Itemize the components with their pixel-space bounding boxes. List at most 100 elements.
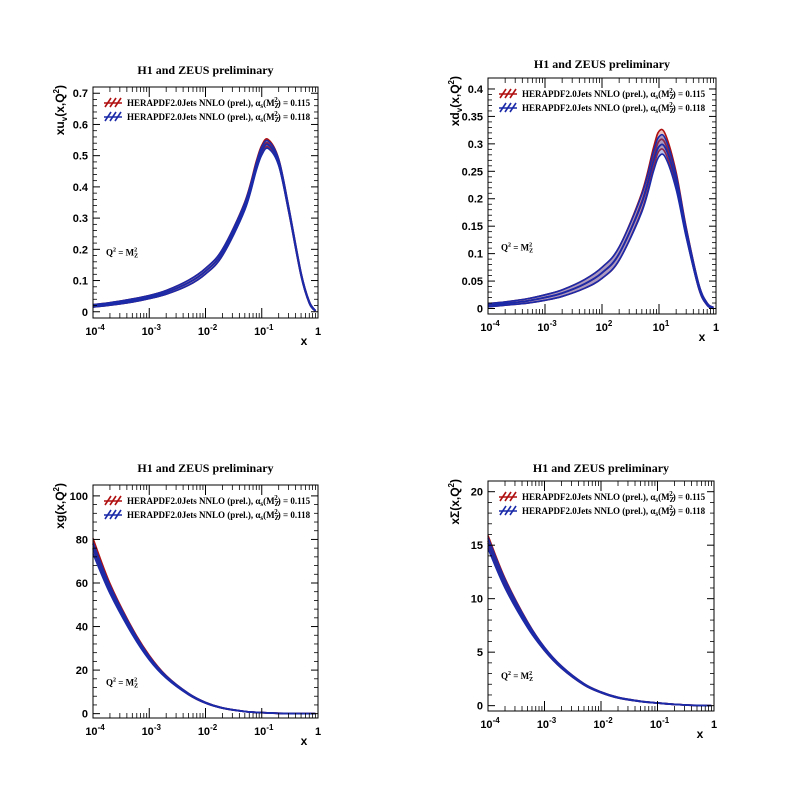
- y-tick-label: 0.3: [468, 139, 483, 151]
- y-tick-label: 0.6: [73, 119, 88, 131]
- legend-entry-0118: HERAPDF2.0Jets NNLO (prel.), αs(MZ2) = 0…: [127, 110, 311, 124]
- error-band-0115: [93, 138, 316, 312]
- y-tick-label: 0.25: [462, 166, 483, 178]
- legend-hatch-icon-0118: [104, 111, 122, 122]
- x-tick-label: 10-4: [85, 723, 105, 738]
- x-axis-label: x: [697, 727, 704, 741]
- y-tick-label: 60: [76, 578, 88, 590]
- y-tick-label: 0: [82, 709, 88, 721]
- band-lower-0115: [487, 545, 712, 707]
- y-axis-label: xg(x,Q2): [52, 483, 67, 529]
- band-lower-0115: [487, 148, 714, 310]
- y-tick-label: 0: [82, 307, 88, 319]
- legend-entry-0115: HERAPDF2.0Jets NNLO (prel.), αs(MZ2) = 0…: [127, 494, 311, 508]
- x-tick-label: 1: [315, 726, 321, 738]
- chart-panel-1: H1 and ZEUS preliminary 0 0.1 0.2 0.3 0.4 0.5 0…: [52, 63, 321, 348]
- chart-title: H1 and ZEUS preliminary: [533, 461, 669, 475]
- series-line-0115: [487, 138, 714, 309]
- band-upper-0115: [487, 128, 714, 309]
- legend-hatch-icon-0118: [104, 509, 122, 520]
- x-tick-label: 10-3: [142, 723, 162, 738]
- legend-entry-0118: HERAPDF2.0Jets NNLO (prel.), αs(MZ2) = 0…: [522, 101, 706, 115]
- band-upper-0115: [92, 138, 317, 312]
- series-line-0118: [487, 143, 714, 309]
- scale-label: Q2 = MZ2: [106, 248, 138, 260]
- band-upper-0118: [92, 139, 317, 312]
- legend-hatch-icon-0115: [104, 97, 122, 108]
- chart-panel-2: H1 and ZEUS preliminary 0 0.05 0.1 0.15 0.2 0.…: [447, 57, 719, 344]
- series-line-0115: [92, 543, 316, 715]
- error-band-0118: [93, 542, 316, 714]
- y-tick-label: 0.15: [462, 221, 483, 233]
- x-tick-label: 10-3: [537, 319, 557, 334]
- scale-label: Q2 = MZ2: [106, 677, 138, 689]
- band-upper-0118: [487, 133, 714, 309]
- y-tick-label: 10: [471, 594, 483, 606]
- legend-entry-0118: HERAPDF2.0Jets NNLO (prel.), αs(MZ2) = 0…: [127, 508, 311, 522]
- y-tick-label: 40: [76, 622, 88, 634]
- y-tick-label: 5: [477, 647, 483, 659]
- x-axis-label: x: [301, 334, 308, 348]
- x-tick-label: 10-1: [254, 323, 274, 338]
- legend-entry-0115: HERAPDF2.0Jets NNLO (prel.), αs(MZ2) = 0…: [522, 87, 706, 101]
- y-tick-label: 80: [76, 534, 88, 546]
- y-tick-label: 0.1: [73, 276, 88, 288]
- y-tick-label: 0: [477, 304, 483, 316]
- y-tick-label: 0.35: [462, 111, 483, 123]
- band-lower-0118: [92, 553, 316, 715]
- x-axis-label: x: [301, 734, 308, 748]
- x-tick-label: 10-3: [537, 716, 557, 731]
- series-line-0118: [92, 547, 316, 715]
- error-band-0115: [488, 129, 714, 309]
- y-tick-label: 0.5: [73, 151, 88, 163]
- legend-entry-0115: HERAPDF2.0Jets NNLO (prel.), αs(MZ2) = 0…: [522, 490, 706, 504]
- x-axis-label: x: [699, 330, 706, 344]
- band-lower-0118: [487, 548, 712, 707]
- series-line-0115: [92, 141, 317, 312]
- series-line-0118: [487, 542, 712, 707]
- x-tick-label: 101: [653, 319, 670, 334]
- band-upper-0118: [92, 542, 316, 715]
- x-tick-label: 10-4: [480, 716, 500, 731]
- band-lower-0118: [487, 153, 714, 310]
- y-tick-label: 0.4: [73, 182, 89, 194]
- error-band-0118: [488, 134, 714, 309]
- series-line-0118: [92, 143, 317, 312]
- scale-label: Q2 = MZ2: [501, 242, 533, 254]
- y-tick-label: 20: [76, 665, 88, 677]
- y-tick-label: 0.05: [462, 276, 483, 288]
- y-tick-label: 20: [471, 487, 483, 499]
- band-lower-0115: [92, 548, 316, 715]
- x-tick-label: 10-4: [480, 319, 500, 334]
- chart-title: H1 and ZEUS preliminary: [137, 63, 273, 77]
- y-axis-label: xΣ(x,Q2): [447, 479, 462, 525]
- y-tick-label: 100: [70, 491, 88, 503]
- legend-hatch-icon-0115: [499, 491, 517, 502]
- y-tick-label: 15: [471, 540, 483, 552]
- x-tick-label: 10-4: [85, 323, 105, 338]
- legend-hatch-icon-0115: [104, 495, 122, 506]
- x-tick-label: 1: [315, 326, 321, 338]
- x-tick-label: 1: [713, 322, 719, 334]
- x-tick-label: 10-1: [254, 723, 274, 738]
- x-tick-label: 10-1: [650, 716, 670, 731]
- legend-entry-0118: HERAPDF2.0Jets NNLO (prel.), αs(MZ2) = 0…: [522, 504, 706, 518]
- y-tick-label: 0: [477, 701, 483, 713]
- y-axis-label: xdv(x,Q2): [447, 76, 464, 126]
- y-tick-label: 0.2: [468, 194, 483, 206]
- x-tick-label: 10-2: [198, 323, 218, 338]
- y-tick-label: 0.7: [73, 88, 88, 100]
- chart-title: H1 and ZEUS preliminary: [534, 57, 670, 71]
- y-tick-label: 0.1: [468, 249, 483, 261]
- series-line-0115: [487, 540, 712, 707]
- scale-label: Q2 = MZ2: [501, 671, 533, 683]
- y-tick-label: 0.2: [73, 244, 88, 256]
- error-band-0118: [93, 140, 316, 312]
- x-tick-label: 10-2: [593, 716, 613, 731]
- y-tick-label: 0.3: [73, 213, 88, 225]
- chart-panel-4: H1 and ZEUS preliminary 0 5 10 15 20 10-4 10-3 1…: [447, 461, 717, 741]
- chart-panel-3: H1 and ZEUS preliminary 0 20 40 60 80 100 10-4 1…: [52, 461, 321, 748]
- y-tick-label: 0.4: [468, 84, 484, 96]
- x-tick-label: 102: [596, 319, 613, 334]
